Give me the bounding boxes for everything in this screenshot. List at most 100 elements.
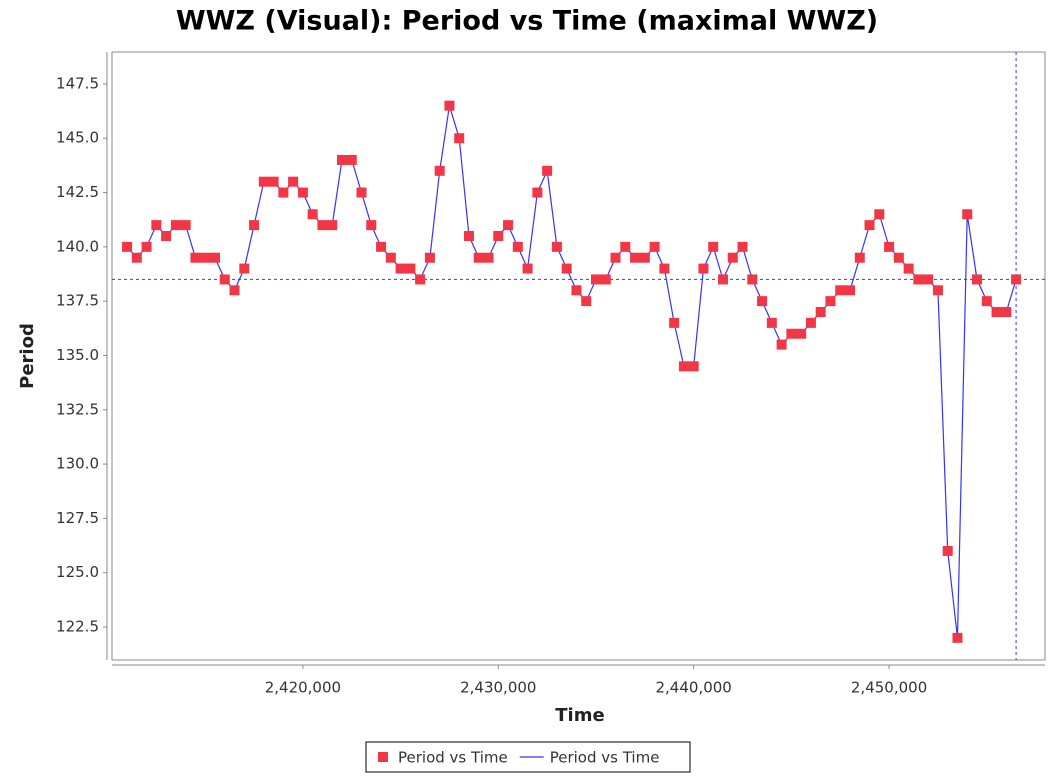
- point: [327, 220, 338, 231]
- point: [405, 263, 416, 274]
- point: [376, 241, 387, 252]
- point: [454, 133, 465, 144]
- y-tick-label: 130.0: [56, 455, 99, 473]
- point: [727, 252, 738, 263]
- y-tick-label: 147.5: [56, 74, 99, 92]
- legend-symbol: [378, 752, 388, 762]
- x-axis-label: Time: [555, 705, 604, 726]
- y-tick-label: 137.5: [56, 292, 99, 310]
- point: [307, 209, 318, 220]
- point: [932, 285, 943, 296]
- y-tick-label: 132.5: [56, 400, 99, 418]
- point: [923, 274, 934, 285]
- point: [503, 220, 514, 231]
- point: [161, 230, 172, 241]
- point: [542, 165, 553, 176]
- point: [913, 274, 924, 285]
- point: [590, 274, 601, 285]
- point: [288, 176, 299, 187]
- point: [512, 241, 523, 252]
- point: [796, 328, 807, 339]
- point: [571, 285, 582, 296]
- point: [424, 252, 435, 263]
- point: [659, 263, 670, 274]
- point: [415, 274, 426, 285]
- point: [483, 252, 494, 263]
- point: [219, 274, 230, 285]
- chart-title: WWZ (Visual): Period vs Time (maximal WW…: [176, 6, 878, 37]
- point: [131, 252, 142, 263]
- point: [708, 241, 719, 252]
- point: [522, 263, 533, 274]
- point: [180, 220, 191, 231]
- point: [893, 252, 904, 263]
- point: [336, 154, 347, 165]
- point: [551, 241, 562, 252]
- point: [600, 274, 611, 285]
- point: [669, 317, 680, 328]
- point: [444, 100, 455, 111]
- point: [717, 274, 728, 285]
- point: [532, 187, 543, 198]
- x-tick-label: 2,430,000: [460, 679, 536, 697]
- point: [610, 252, 621, 263]
- point: [981, 296, 992, 307]
- point: [346, 154, 357, 165]
- point: [200, 252, 211, 263]
- x-tick-label: 2,420,000: [265, 679, 341, 697]
- point: [395, 263, 406, 274]
- point: [776, 339, 787, 350]
- point: [209, 252, 220, 263]
- point: [835, 285, 846, 296]
- point: [151, 220, 162, 231]
- point: [952, 632, 963, 643]
- y-axis-label: Period: [17, 323, 38, 389]
- point: [698, 263, 709, 274]
- point: [962, 209, 973, 220]
- point: [688, 361, 699, 372]
- point: [864, 220, 875, 231]
- point: [854, 252, 865, 263]
- point: [639, 252, 650, 263]
- point: [747, 274, 758, 285]
- point: [297, 187, 308, 198]
- point: [844, 285, 855, 296]
- point: [356, 187, 367, 198]
- point: [249, 220, 260, 231]
- point: [268, 176, 279, 187]
- point: [258, 176, 269, 187]
- y-tick-label: 127.5: [56, 509, 99, 527]
- point: [434, 165, 445, 176]
- x-tick-label: 2,440,000: [656, 679, 732, 697]
- point: [991, 307, 1002, 318]
- point: [884, 241, 895, 252]
- y-tick-label: 125.0: [56, 563, 99, 581]
- point: [649, 241, 660, 252]
- point: [766, 317, 777, 328]
- y-tick-label: 145.0: [56, 129, 99, 147]
- point: [229, 285, 240, 296]
- point: [493, 230, 504, 241]
- point: [1001, 307, 1012, 318]
- point: [122, 241, 133, 252]
- y-tick-label: 122.5: [56, 617, 99, 635]
- plot-area: [111, 51, 1046, 661]
- point: [141, 241, 152, 252]
- point: [737, 241, 748, 252]
- point: [903, 263, 914, 274]
- point: [620, 241, 631, 252]
- y-tick-label: 140.0: [56, 237, 99, 255]
- point: [825, 296, 836, 307]
- point: [972, 274, 983, 285]
- point: [1011, 274, 1022, 285]
- point: [239, 263, 250, 274]
- point: [805, 317, 816, 328]
- y-tick-label: 135.0: [56, 346, 99, 364]
- point: [190, 252, 201, 263]
- point: [815, 307, 826, 318]
- point: [786, 328, 797, 339]
- y-tick-label: 142.5: [56, 183, 99, 201]
- point: [385, 252, 396, 263]
- point: [630, 252, 641, 263]
